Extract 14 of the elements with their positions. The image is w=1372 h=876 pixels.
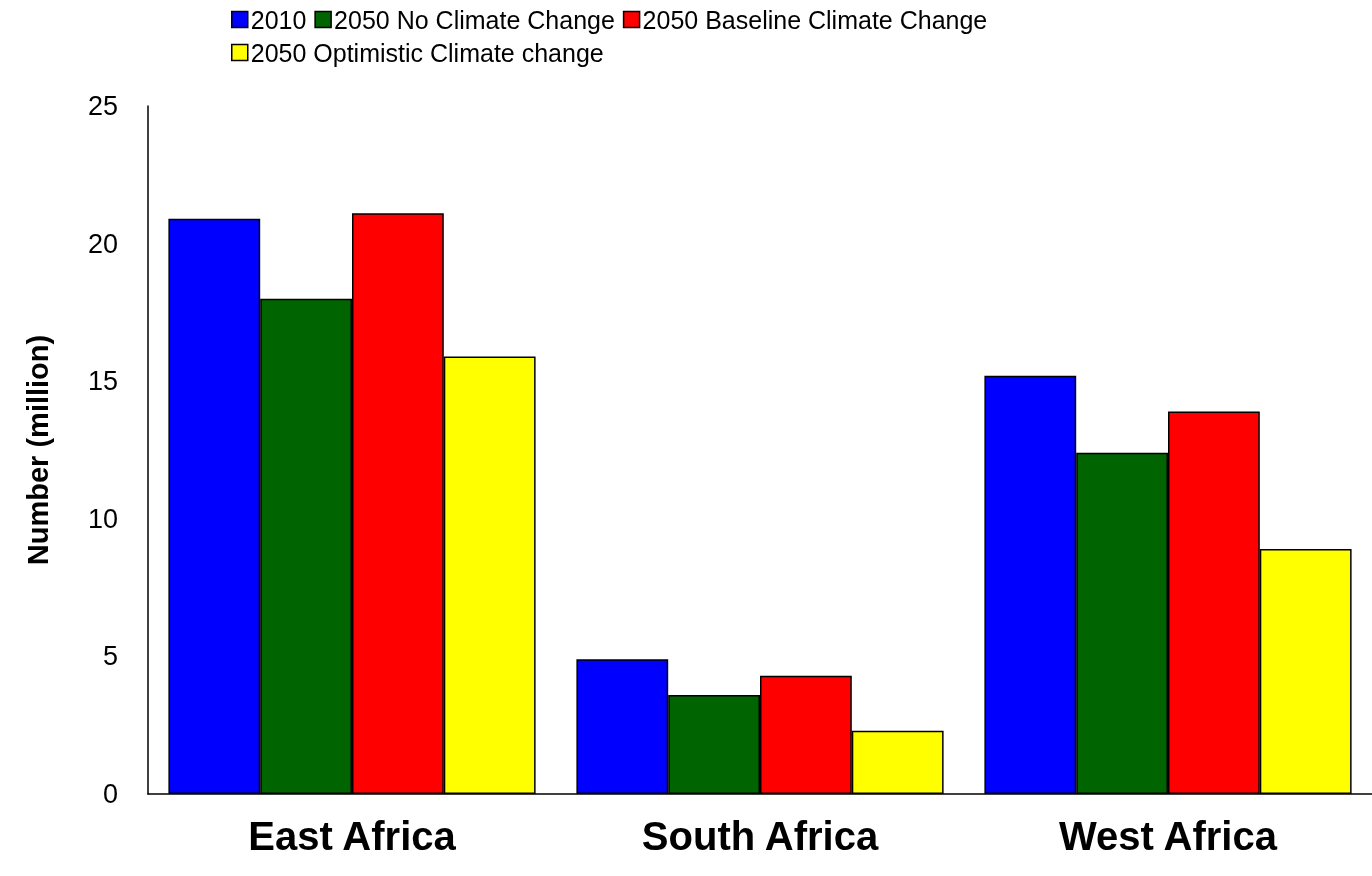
x-tick-label: South Africa	[641, 814, 879, 858]
x-tick-label: West Africa	[1059, 814, 1278, 858]
legend-label: 2010	[250, 5, 307, 34]
legend-label: 2050 Baseline Climate Change	[642, 5, 988, 34]
y-tick-label: 25	[87, 91, 118, 121]
y-tick-label: 5	[102, 641, 118, 672]
x-tick-label: East Africa	[248, 814, 457, 858]
legend-label: 2050 No Climate Change	[334, 5, 615, 34]
y-axis-title: Number (million)	[21, 334, 54, 566]
legend-label: 2050 Optimistic Climate change	[250, 38, 604, 67]
y-tick-label: 20	[87, 228, 118, 259]
y-tick-label: 10	[87, 503, 118, 534]
y-tick-label: 0	[102, 779, 118, 809]
y-tick-label: 15	[87, 366, 118, 397]
